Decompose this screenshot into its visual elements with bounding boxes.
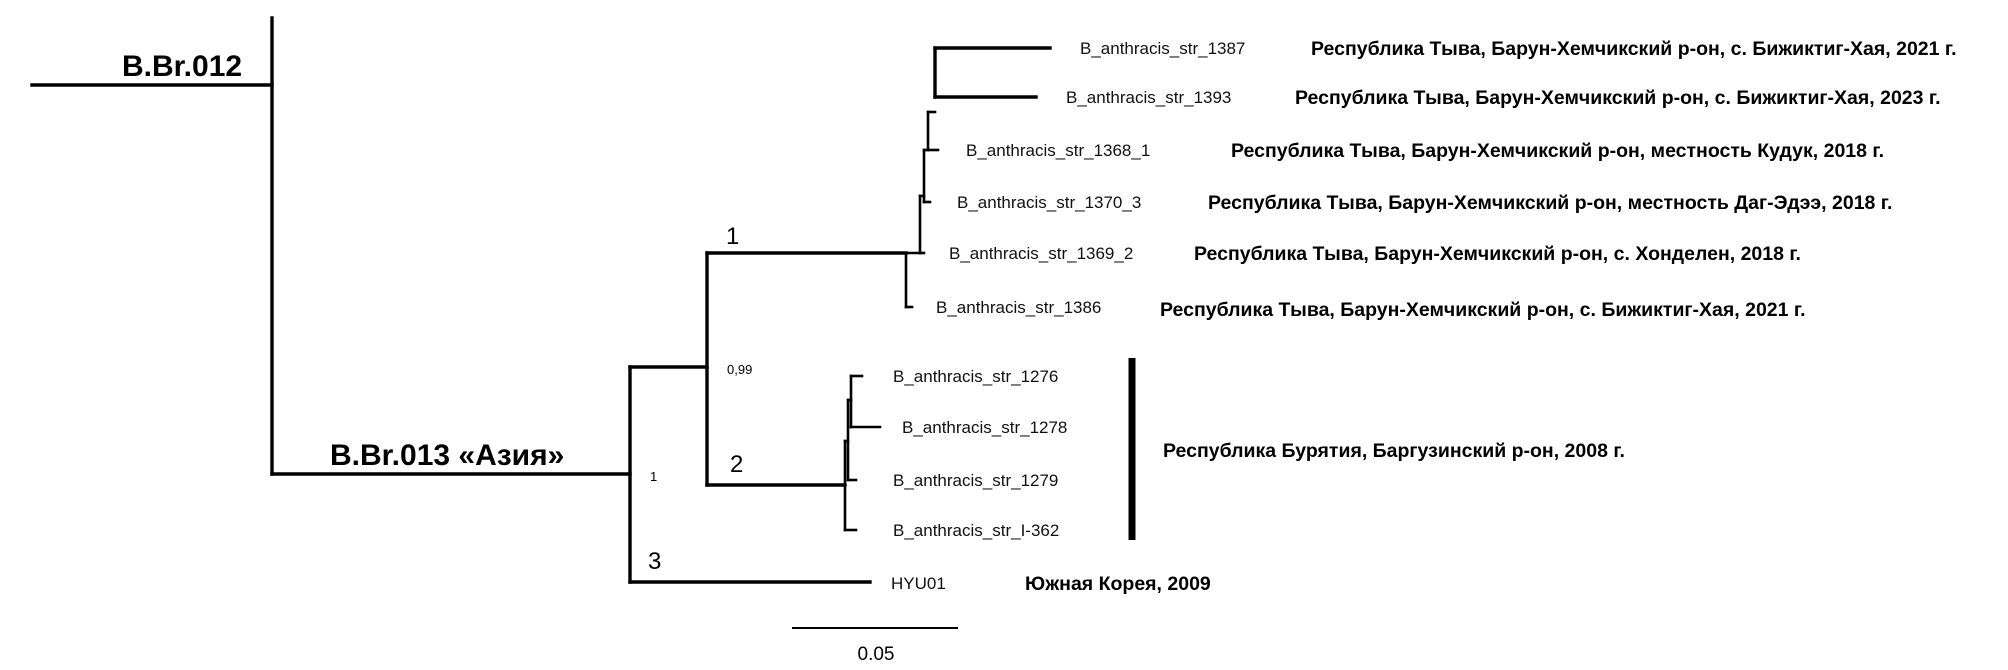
support-value-asia: 1 — [650, 469, 657, 484]
tip-label: B_anthracis_str_1387 — [1080, 39, 1245, 58]
location-label: Республика Тыва, Барун-Хемчикский р-он, … — [1231, 140, 1884, 162]
location-label: Республика Тыва, Барун-Хемчикский р-он, … — [1208, 192, 1892, 214]
scale-bar-label: 0.05 — [858, 644, 895, 665]
cluster-number-2: 2 — [730, 451, 743, 478]
location-label: Южная Корея, 2009 — [1025, 573, 1211, 595]
tip-label: B_anthracis_str_1368_1 — [966, 141, 1150, 160]
buryatia-location-label: Республика Бурятия, Баргузинский р-он, 2… — [1163, 440, 1625, 462]
location-label: Республика Тыва, Барун-Хемчикский р-он, … — [1160, 299, 1806, 321]
clade-label-root: B.Br.012 — [122, 50, 242, 83]
cluster-number-1: 1 — [726, 223, 739, 250]
location-label: Республика Тыва, Барун-Хемчикский р-он, … — [1311, 38, 1957, 60]
tip-label: B_anthracis_str_1276 — [893, 367, 1058, 386]
support-value-c12: 0,99 — [727, 362, 752, 377]
tip-label: B_anthracis_str_1279 — [893, 471, 1058, 490]
location-label: Республика Тыва, Барун-Хемчикский р-он, … — [1194, 243, 1801, 265]
tip-label: B_anthracis_str_1370_3 — [957, 193, 1141, 212]
cluster-number-3: 3 — [648, 548, 661, 575]
tip-label: HYU01 — [891, 574, 946, 593]
tip-label: B_anthracis_str_1369_2 — [949, 244, 1133, 263]
tip-label: B_anthracis_str_1386 — [936, 298, 1101, 317]
tip-label: B_anthracis_str_I-362 — [893, 521, 1059, 540]
location-label: Республика Тыва, Барун-Хемчикский р-он, … — [1295, 87, 1941, 109]
tip-label: B_anthracis_str_1278 — [902, 418, 1067, 437]
clade-label-asia: B.Br.013 «Азия» — [330, 439, 564, 472]
tip-label: B_anthracis_str_1393 — [1066, 88, 1231, 107]
